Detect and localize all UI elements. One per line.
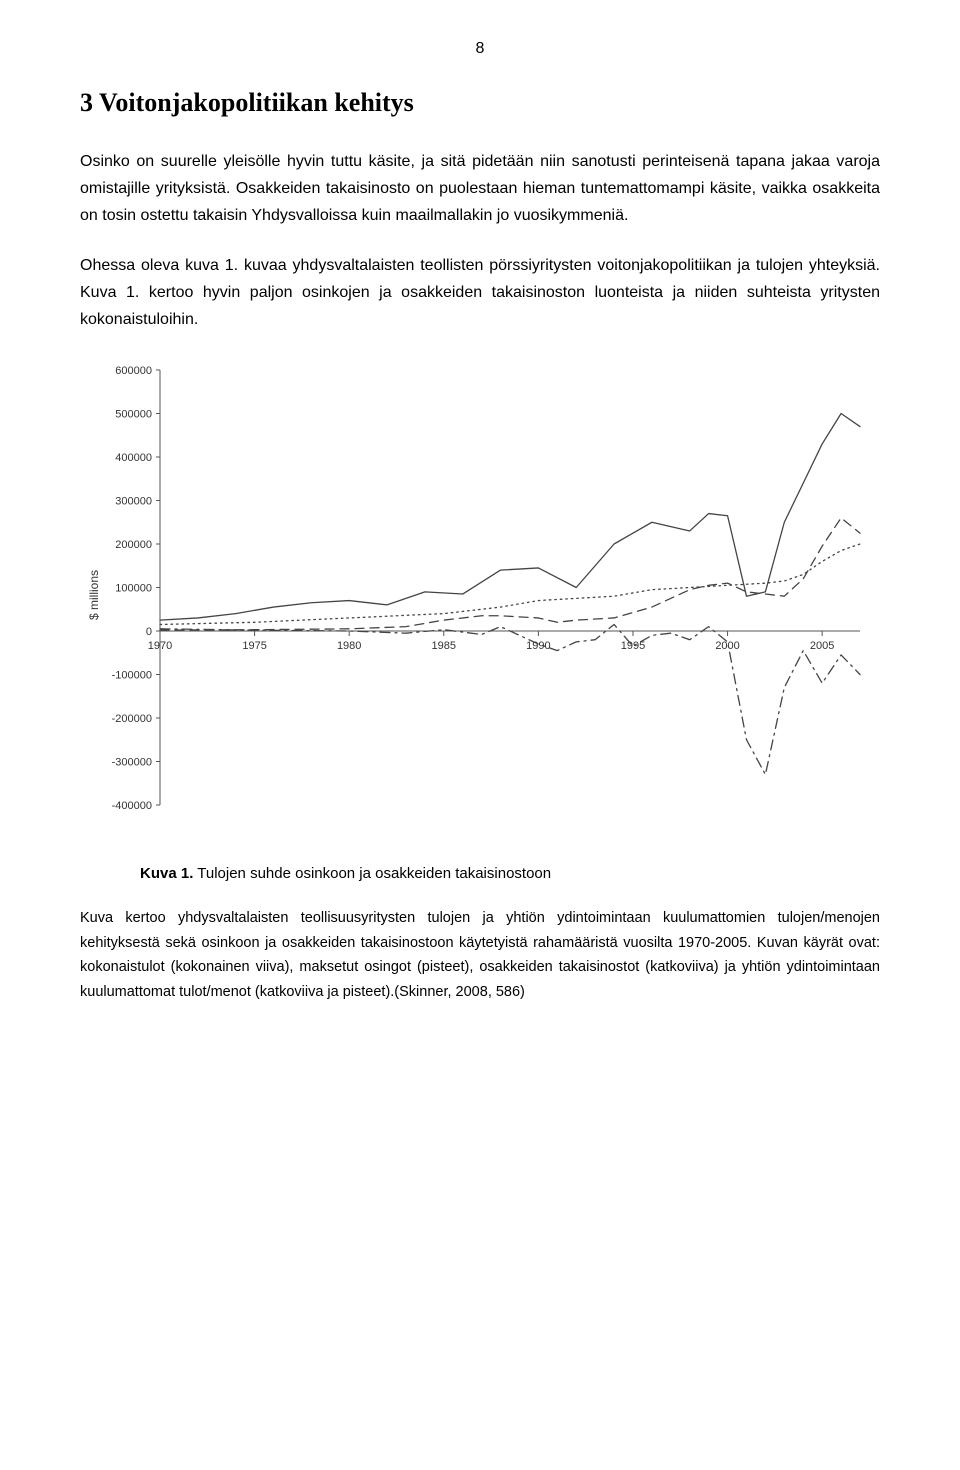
series-osakkeiden-takaisinostot	[160, 518, 860, 630]
svg-text:0: 0	[146, 626, 152, 638]
svg-text:300000: 300000	[115, 496, 152, 508]
svg-text:600000: 600000	[115, 365, 152, 377]
paragraph-1: Osinko on suurelle yleisölle hyvin tuttu…	[80, 148, 880, 230]
figure-footnote: Kuva kertoo yhdysvaltalaisten teollisuus…	[80, 906, 880, 1005]
svg-text:1985: 1985	[432, 640, 456, 652]
svg-text:-100000: -100000	[112, 670, 152, 682]
svg-text:100000: 100000	[115, 583, 152, 595]
section-heading: 3 Voitonjakopolitiikan kehitys	[80, 88, 880, 118]
caption-text: Tulojen suhde osinkoon ja osakkeiden tak…	[193, 865, 551, 882]
svg-text:2005: 2005	[810, 640, 834, 652]
svg-text:1975: 1975	[242, 640, 266, 652]
svg-text:1990: 1990	[526, 640, 550, 652]
line-chart: -400000 -300000 -200000 -100000 0 100000 20000…	[80, 355, 880, 835]
caption-lead: Kuva 1.	[140, 865, 193, 882]
page: 8 3 Voitonjakopolitiikan kehitys Osinko …	[0, 0, 960, 1470]
svg-text:500000: 500000	[115, 409, 152, 421]
svg-text:2000: 2000	[715, 640, 739, 652]
svg-text:200000: 200000	[115, 539, 152, 551]
svg-text:-300000: -300000	[112, 757, 152, 769]
svg-text:$ millions: $ millions	[87, 570, 101, 620]
svg-text:-400000: -400000	[112, 800, 152, 812]
page-number: 8	[80, 40, 880, 58]
chart-svg: -400000 -300000 -200000 -100000 0 100000 20000…	[80, 355, 880, 835]
svg-text:400000: 400000	[115, 452, 152, 464]
series-kokonaistulot	[160, 414, 860, 621]
figure-caption: Kuva 1. Tulojen suhde osinkoon ja osakke…	[140, 865, 880, 882]
paragraph-2: Ohessa oleva kuva 1. kuvaa yhdysvaltalai…	[80, 252, 880, 334]
svg-text:-200000: -200000	[112, 713, 152, 725]
svg-text:1980: 1980	[337, 640, 361, 652]
series-maksetut-osingot	[160, 544, 860, 624]
